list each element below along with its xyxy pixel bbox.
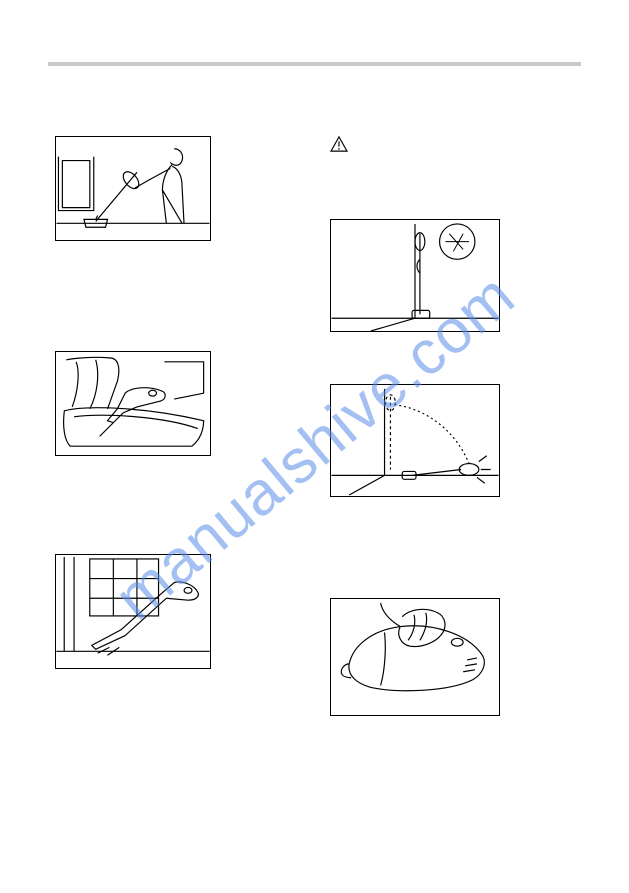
warning-triangle-icon (330, 136, 348, 152)
figure-vacuum-floor (55, 136, 211, 241)
figure-lean-wall (330, 219, 500, 332)
figure-vacuum-car-seat (55, 351, 211, 456)
figure-wipe-clean (330, 598, 500, 716)
figure-vacuum-corner (55, 554, 211, 669)
page-top-rule (48, 62, 581, 66)
figure-vacuum-falling (330, 384, 500, 497)
